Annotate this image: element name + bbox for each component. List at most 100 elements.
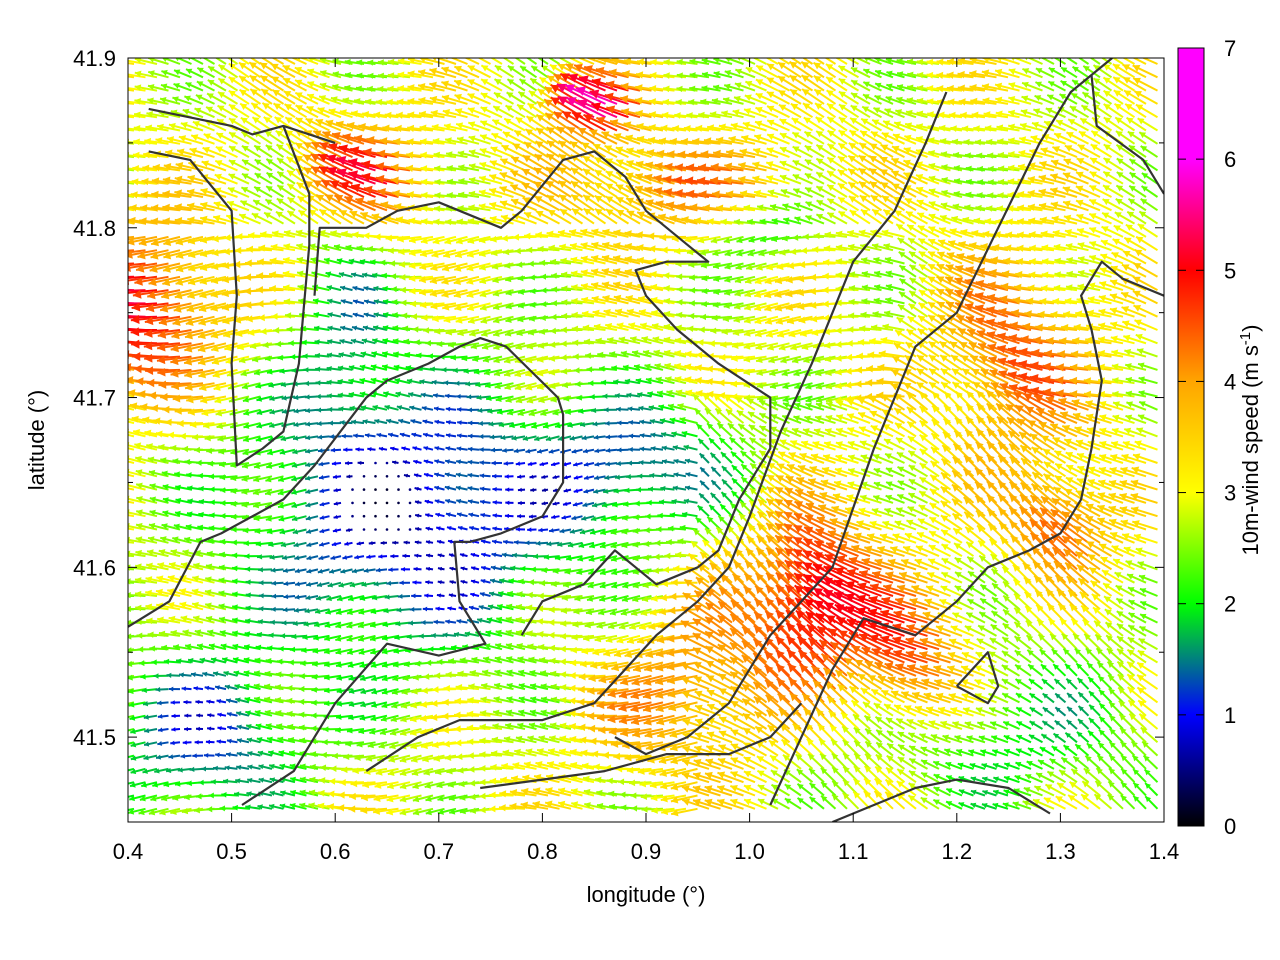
wind-arrow [403, 540, 411, 545]
wind-arrow [401, 446, 411, 451]
wind-arrow [512, 142, 537, 158]
wind-arrow [1021, 81, 1043, 92]
wind-arrow [766, 119, 790, 132]
wind-arrow [946, 71, 974, 79]
wind-arrow [638, 459, 652, 466]
wind-arrow [387, 432, 399, 438]
wind-arrow [850, 66, 871, 79]
wind-arrow [649, 85, 675, 93]
wind-arrow [305, 488, 319, 495]
wind-arrow [1022, 67, 1043, 79]
wind-arrow [766, 133, 790, 145]
wind-arrow [454, 739, 480, 747]
wind-arrow [339, 338, 353, 345]
wind-arrow [734, 82, 756, 92]
wind-arrow [1041, 678, 1055, 690]
wind-arrow [351, 568, 365, 574]
wind-arrow [570, 193, 595, 212]
wind-arrow [731, 477, 745, 491]
wind-arrow [467, 64, 491, 79]
wind-arrow [507, 65, 526, 79]
wind-arrow [456, 433, 468, 439]
wind-arrow [434, 446, 445, 451]
wind-arrow [399, 580, 411, 586]
wind-arrow [467, 78, 491, 92]
wind-arrow [548, 448, 560, 454]
wind-arrow [546, 74, 572, 92]
wind-arrow [603, 407, 618, 413]
wind-arrow [368, 541, 376, 546]
wind-arrow [1066, 706, 1078, 717]
wind-arrow [896, 71, 917, 79]
wind-arrow [490, 58, 503, 65]
wind-arrow [457, 420, 468, 425]
wind-arrow [1065, 131, 1089, 145]
wind-arrow [306, 555, 319, 561]
wind-arrow [480, 579, 491, 584]
wind-arrow [374, 461, 377, 465]
wind-arrow [648, 245, 675, 253]
wind-arrow [699, 466, 710, 478]
wind-arrow [594, 461, 606, 467]
wind-arrow [408, 488, 412, 491]
wind-arrow [432, 393, 445, 398]
wind-arrow [918, 250, 940, 265]
wind-arrow [340, 568, 353, 574]
wind-arrow [294, 66, 319, 79]
wind-arrow [687, 325, 710, 333]
wind-arrow [907, 71, 928, 79]
wind-arrow [236, 751, 250, 757]
wind-arrow [957, 70, 986, 79]
wind-arrow [1134, 248, 1159, 265]
wind-arrow [396, 607, 411, 613]
wind-arrow [813, 88, 837, 105]
wind-arrow [1008, 68, 1032, 79]
wind-arrow [249, 58, 262, 65]
wind-arrow [983, 111, 1009, 119]
wind-arrow [1080, 104, 1101, 119]
wind-arrow [295, 116, 319, 132]
wind-arrow [591, 750, 618, 758]
wind-arrow [706, 516, 722, 531]
wind-arrow [825, 76, 848, 92]
wind-arrow [1048, 67, 1066, 79]
wind-arrow [392, 540, 399, 545]
wind-arrow [1088, 717, 1101, 730]
wind-arrow [424, 593, 434, 598]
wind-arrow [490, 565, 503, 571]
wind-arrow [206, 699, 215, 704]
wind-arrow [201, 766, 215, 772]
wind-arrow [407, 97, 434, 105]
wind-arrow [1098, 715, 1113, 730]
wind-arrow [859, 194, 883, 212]
wind-arrow [413, 566, 422, 572]
wind-arrow [1082, 65, 1101, 79]
wind-arrow [701, 71, 721, 79]
wind-arrow [906, 84, 928, 92]
wind-arrow [492, 526, 503, 531]
wind-arrow [1047, 80, 1066, 92]
wind-arrow [1041, 720, 1055, 730]
wind-arrow [459, 553, 468, 558]
wind-arrow [1131, 754, 1147, 770]
wind-arrow [330, 447, 342, 453]
wind-arrow [1112, 76, 1136, 92]
wind-arrow [155, 754, 169, 760]
wind-arrow [293, 394, 307, 401]
wind-arrow [639, 446, 652, 452]
wind-arrow [424, 486, 434, 491]
wind-arrow [712, 84, 733, 92]
wind-arrow [206, 92, 227, 105]
wind-arrow [713, 71, 733, 79]
wind-arrow [905, 210, 928, 225]
wind-arrow [493, 78, 515, 92]
wind-arrow [434, 432, 445, 438]
wind-arrow [272, 102, 296, 119]
wind-arrow [1092, 606, 1113, 624]
wind-arrow [293, 541, 307, 548]
wind-arrow [306, 105, 330, 119]
wind-arrow [250, 102, 273, 119]
wind-arrow [480, 539, 491, 544]
wind-arrow [318, 95, 342, 105]
wind-arrow [271, 606, 284, 612]
